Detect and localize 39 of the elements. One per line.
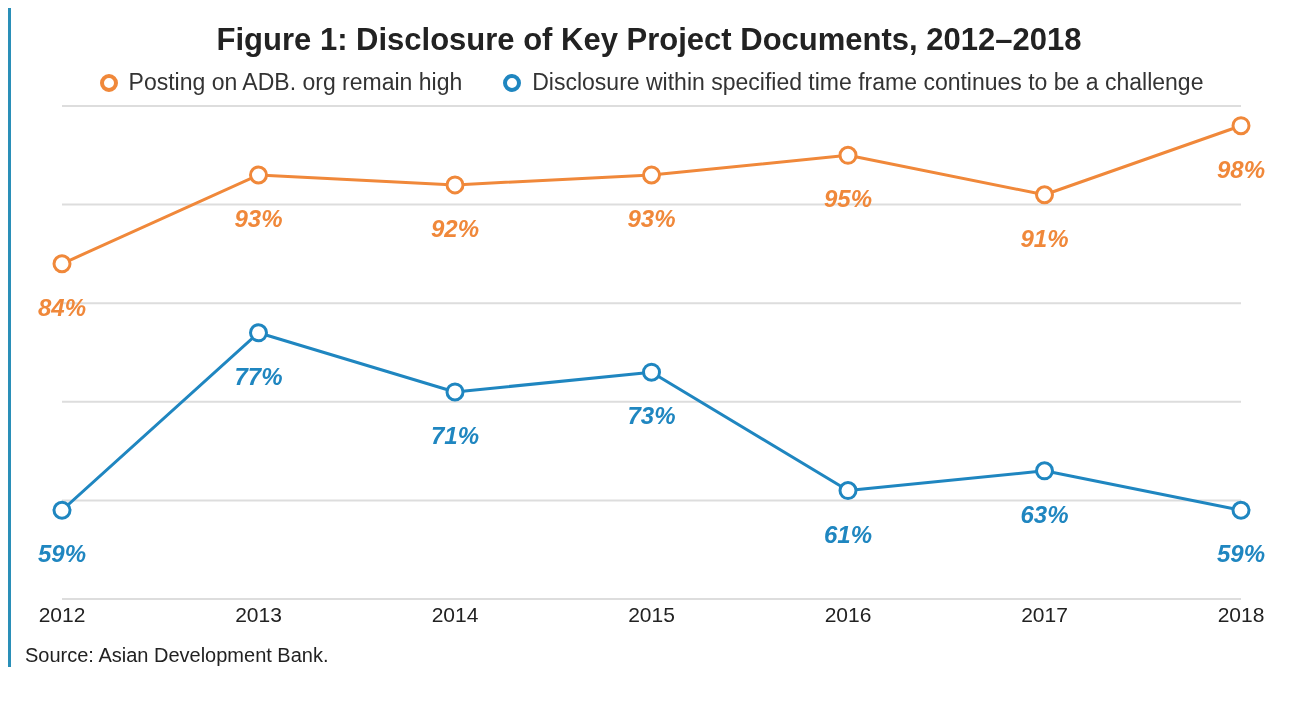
data-label: 71% [430,421,480,449]
point [838,145,858,165]
legend-label: Posting on ADB. org remain high [127,69,463,96]
point [249,165,268,185]
x-tick-label: 2018 [1217,602,1265,626]
chart-title: Figure 1: Disclosure of Key Project Documents, 2012–2018 [215,21,1083,59]
point [1035,185,1054,205]
x-tick-label: 2016 [824,602,872,626]
data-label: 93% [234,205,283,233]
data-label: 59% [1216,540,1266,568]
point [1231,500,1251,520]
data-label: 91% [1020,224,1069,252]
point [838,481,858,501]
point [445,382,465,402]
point [1035,461,1054,481]
data-label: 77% [234,362,283,390]
x-tick-label: 2015 [628,602,675,626]
data-label: 84% [37,293,87,321]
data-label: 61% [823,520,873,548]
x-tick-label: 2013 [235,602,282,626]
point [642,165,661,185]
data-label: 95% [823,185,873,213]
data-label: 73% [627,402,676,430]
point [52,500,72,520]
point [52,254,72,274]
data-label: 98% [1216,155,1266,183]
data-label: 92% [430,214,480,242]
x-tick-label: 2017 [1021,602,1068,626]
x-tick-label: 2012 [38,602,86,626]
data-label: 63% [1020,500,1069,528]
data-label: 59% [37,540,87,568]
legend-label: Disclosure within specified time frame continues to be a challenge [531,69,1204,96]
point [445,175,465,195]
point [1231,116,1251,136]
x-tick-label: 2014 [431,602,479,626]
data-label: 93% [627,205,676,233]
point [642,362,661,382]
point [249,323,268,343]
source-note: Source: Asian Development Bank. [24,644,330,667]
